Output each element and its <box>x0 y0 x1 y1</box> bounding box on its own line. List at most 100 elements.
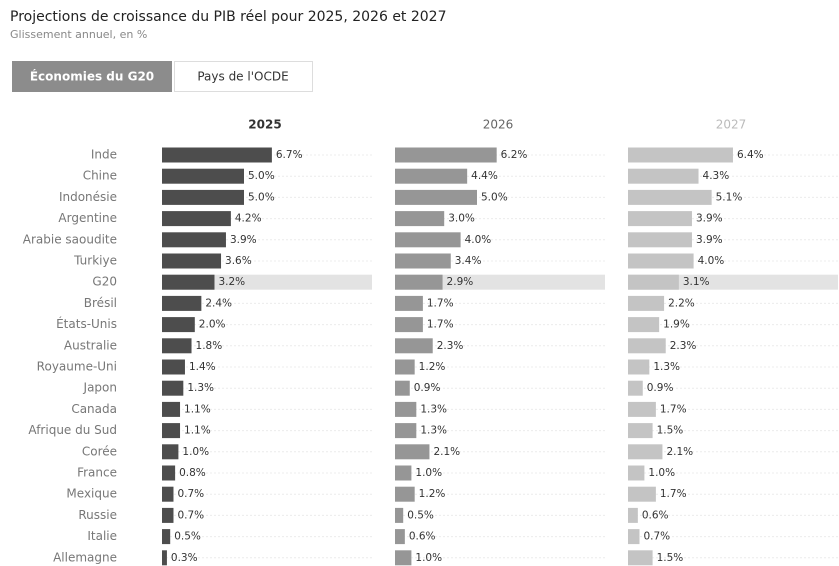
bar <box>628 338 666 354</box>
value-label: 0.5% <box>174 531 201 543</box>
value-label: 0.6% <box>409 531 436 543</box>
value-label: 1.3% <box>420 425 447 437</box>
bar <box>395 486 415 502</box>
value-label: 1.8% <box>196 340 223 352</box>
bar <box>162 338 192 354</box>
bar <box>162 550 167 566</box>
category-label: États-Unis <box>56 316 117 331</box>
value-label: 4.3% <box>703 170 730 182</box>
category-label: Royaume-Uni <box>37 360 117 374</box>
value-label: 5.1% <box>716 191 743 203</box>
value-label: 1.7% <box>427 297 454 309</box>
bar <box>628 295 665 311</box>
bar <box>395 401 417 417</box>
value-label: 0.7% <box>177 509 204 521</box>
bar <box>628 550 653 566</box>
bar <box>162 465 176 481</box>
bar <box>395 338 433 354</box>
bar <box>162 529 171 545</box>
value-label: 2.0% <box>199 319 226 331</box>
value-label: 2.3% <box>670 340 697 352</box>
value-label: 3.2% <box>218 276 245 288</box>
bar <box>395 168 468 184</box>
category-label: Mexique <box>66 487 117 501</box>
bar <box>628 274 679 290</box>
value-label: 1.0% <box>648 467 675 479</box>
value-label: 1.0% <box>415 467 442 479</box>
value-label: 3.4% <box>455 255 482 267</box>
title: Projections de croissance du PIB réel po… <box>10 9 447 25</box>
tab-label[interactable]: Pays de l'OCDE <box>197 70 288 84</box>
highlight-band <box>162 274 372 290</box>
value-label: 2.1% <box>666 446 693 458</box>
tab[interactable] <box>174 61 313 92</box>
bar <box>395 550 412 566</box>
value-label: 1.3% <box>420 403 447 415</box>
bar <box>395 317 423 333</box>
bar <box>395 529 405 545</box>
value-label: 6.7% <box>276 149 303 161</box>
bar <box>395 147 497 163</box>
category-label: Canada <box>71 402 117 416</box>
bar <box>395 465 412 481</box>
value-label: 2.4% <box>205 297 232 309</box>
value-label: 1.1% <box>184 425 211 437</box>
value-label: 0.3% <box>171 552 198 564</box>
category-label: Inde <box>91 148 117 162</box>
category-label: G20 <box>92 275 117 289</box>
bar <box>395 232 461 248</box>
value-label: 0.9% <box>414 382 441 394</box>
value-label: 2.9% <box>447 276 474 288</box>
tab-label[interactable]: Économies du G20 <box>30 69 154 84</box>
bar <box>395 211 445 227</box>
bar <box>162 232 226 248</box>
bar <box>628 444 663 460</box>
category-label: Japon <box>83 381 117 395</box>
bar <box>395 444 430 460</box>
highlight-band <box>395 274 605 290</box>
value-label: 0.7% <box>643 531 670 543</box>
bar <box>162 423 181 439</box>
bar <box>395 189 477 205</box>
bar <box>628 147 733 163</box>
value-label: 1.3% <box>187 382 214 394</box>
value-label: 3.1% <box>683 276 710 288</box>
bar <box>162 211 231 227</box>
bar <box>162 401 181 417</box>
value-label: 1.7% <box>427 319 454 331</box>
value-label: 6.2% <box>501 149 528 161</box>
bar <box>162 359 185 375</box>
category-label: Afrique du Sud <box>28 423 117 437</box>
subtitle: Glissement annuel, en % <box>10 28 147 41</box>
category-label: Argentine <box>58 211 117 225</box>
category-label: Corée <box>82 444 117 458</box>
tab-active[interactable] <box>12 61 172 92</box>
bar <box>395 380 410 396</box>
value-label: 2.3% <box>437 340 464 352</box>
value-label: 0.6% <box>642 509 669 521</box>
category-label: Chine <box>83 169 117 183</box>
bar <box>162 380 184 396</box>
bar <box>628 253 694 269</box>
bar <box>628 168 699 184</box>
panel-header: 2025 <box>248 118 281 132</box>
bar <box>628 317 660 333</box>
value-label: 1.7% <box>660 403 687 415</box>
value-label: 2.2% <box>668 297 695 309</box>
bar <box>628 507 638 523</box>
bar <box>395 253 451 269</box>
category-label: France <box>77 466 117 480</box>
bar <box>628 359 650 375</box>
value-label: 1.0% <box>415 552 442 564</box>
bar <box>628 529 640 545</box>
bar <box>628 401 656 417</box>
value-label: 1.2% <box>419 361 446 373</box>
bar <box>162 486 174 502</box>
value-label: 0.7% <box>177 488 204 500</box>
value-label: 3.9% <box>696 213 723 225</box>
bar <box>162 444 179 460</box>
category-label: Australie <box>64 338 117 352</box>
value-label: 3.9% <box>696 234 723 246</box>
value-label: 3.0% <box>448 213 475 225</box>
